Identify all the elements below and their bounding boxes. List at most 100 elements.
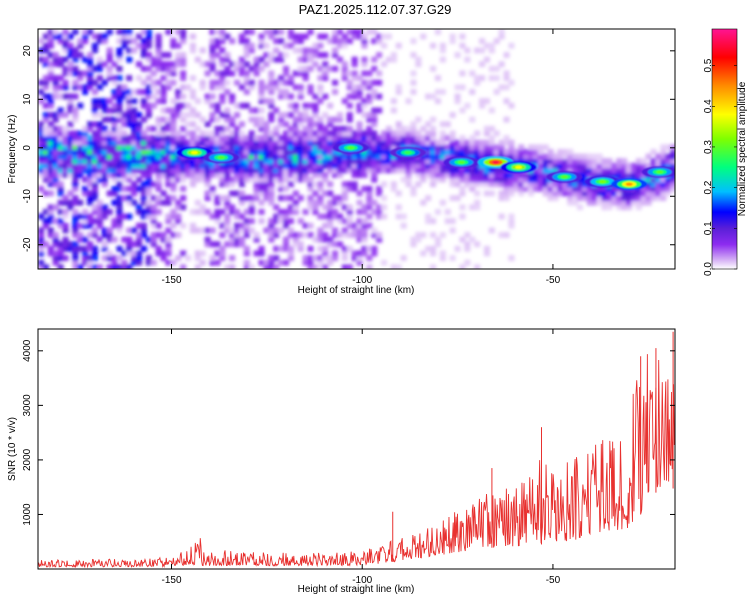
heatmap-cell bbox=[572, 167, 579, 174]
heatmap-cell bbox=[67, 42, 74, 49]
heatmap-cell bbox=[385, 158, 392, 165]
heatmap-cell bbox=[464, 232, 471, 238]
heatmap-cell bbox=[591, 199, 598, 206]
heatmap-cell bbox=[346, 185, 353, 192]
heatmap-cell bbox=[82, 236, 89, 243]
heatmap-cell bbox=[322, 172, 329, 178]
heatmap-cell bbox=[454, 98, 461, 105]
heatmap-cell bbox=[258, 38, 265, 45]
heatmap-cell bbox=[493, 172, 500, 178]
heatmap-cell bbox=[238, 33, 245, 40]
heatmap-cell bbox=[371, 250, 378, 257]
heatmap-cell bbox=[77, 149, 84, 155]
heatmap-cell bbox=[248, 176, 255, 183]
heatmap-cell bbox=[229, 236, 236, 243]
heatmap-cell bbox=[77, 102, 84, 109]
heatmap-cell bbox=[317, 84, 324, 91]
heatmap-cell bbox=[209, 213, 216, 220]
heatmap-cell bbox=[47, 153, 54, 160]
heatmap-cell bbox=[145, 213, 152, 220]
heatmap-cell bbox=[479, 47, 486, 54]
heatmap-cell bbox=[180, 176, 187, 183]
heatmap-cell bbox=[145, 255, 152, 262]
heatmap-cell bbox=[72, 135, 79, 142]
heatmap-cell bbox=[82, 167, 89, 174]
heatmap-cell bbox=[405, 172, 412, 178]
heatmap-cell bbox=[248, 65, 255, 72]
heatmap-cell bbox=[434, 209, 441, 215]
heatmap-cell bbox=[224, 167, 231, 174]
heatmap-cell bbox=[224, 172, 231, 178]
heatmap-cell bbox=[47, 112, 54, 118]
heatmap-cell bbox=[572, 181, 579, 188]
heatmap-cell bbox=[170, 125, 177, 132]
heatmap-cell bbox=[498, 181, 505, 188]
heatmap-cell bbox=[268, 116, 275, 123]
heatmap-cell bbox=[101, 102, 108, 109]
heatmap-cell bbox=[170, 167, 177, 174]
y-tick-label: -20 bbox=[22, 237, 33, 252]
heatmap-cell bbox=[591, 158, 598, 165]
heatmap-cell bbox=[268, 190, 275, 197]
heatmap-cell bbox=[52, 61, 59, 68]
heatmap-cell bbox=[371, 162, 378, 169]
heatmap-cell bbox=[273, 232, 280, 238]
heatmap-cell bbox=[145, 139, 152, 146]
heatmap-cell bbox=[219, 222, 226, 229]
heatmap-cell bbox=[532, 167, 539, 174]
heatmap-cell bbox=[38, 259, 45, 266]
heatmap-cell bbox=[204, 135, 211, 142]
heatmap-cell bbox=[562, 167, 569, 174]
heatmap-cell bbox=[361, 153, 368, 160]
heatmap-cell bbox=[572, 162, 579, 169]
heatmap-cell bbox=[204, 61, 211, 68]
heatmap-cell bbox=[214, 209, 221, 215]
heatmap-cell bbox=[518, 144, 525, 151]
heatmap-cell bbox=[136, 232, 143, 238]
heatmap-cell bbox=[52, 250, 59, 257]
heatmap-cell bbox=[194, 167, 201, 174]
heatmap-cell bbox=[170, 79, 177, 86]
heatmap-cell bbox=[150, 139, 157, 146]
heatmap-cell bbox=[528, 172, 535, 178]
heatmap-cell bbox=[238, 158, 245, 165]
heatmap-cell bbox=[670, 176, 675, 183]
heatmap-cell bbox=[72, 232, 79, 238]
heatmap-cell bbox=[532, 144, 539, 151]
heatmap-cell bbox=[243, 29, 250, 35]
heatmap-cell bbox=[317, 245, 324, 252]
heatmap-cell bbox=[611, 199, 618, 206]
colorbar-tick-label: 0.2 bbox=[703, 180, 714, 194]
heatmap-cell bbox=[376, 33, 383, 40]
heatmap-cell bbox=[665, 190, 672, 197]
heatmap-cell bbox=[317, 185, 324, 192]
heatmap-cell bbox=[248, 107, 255, 114]
heatmap-cell bbox=[209, 144, 216, 151]
heatmap-cell bbox=[346, 218, 353, 225]
heatmap-cell bbox=[273, 107, 280, 114]
heatmap-cell bbox=[234, 213, 241, 220]
heatmap-cell bbox=[503, 176, 510, 183]
heatmap-cell bbox=[180, 158, 187, 165]
heatmap-cell bbox=[312, 172, 319, 178]
heatmap-cell bbox=[332, 227, 339, 234]
heatmap-cell bbox=[493, 149, 500, 155]
heatmap-cell bbox=[302, 75, 309, 82]
heatmap-cell bbox=[136, 209, 143, 215]
heatmap-cell bbox=[341, 65, 348, 72]
heatmap-cell bbox=[62, 112, 69, 118]
heatmap-cell bbox=[341, 167, 348, 174]
heatmap-cell bbox=[47, 70, 54, 77]
heatmap-cell bbox=[82, 29, 89, 35]
heatmap-cell bbox=[52, 149, 59, 155]
heatmap-cell bbox=[464, 259, 471, 266]
heatmap-cell bbox=[268, 130, 275, 137]
heatmap-cell bbox=[258, 250, 265, 257]
heatmap-cell bbox=[346, 209, 353, 215]
heatmap-cell bbox=[283, 130, 290, 137]
heatmap-cell bbox=[77, 42, 84, 49]
heatmap-cell bbox=[209, 139, 216, 146]
heatmap-cell bbox=[101, 245, 108, 252]
heatmap-cell bbox=[278, 218, 285, 225]
heatmap-cell bbox=[327, 209, 334, 215]
